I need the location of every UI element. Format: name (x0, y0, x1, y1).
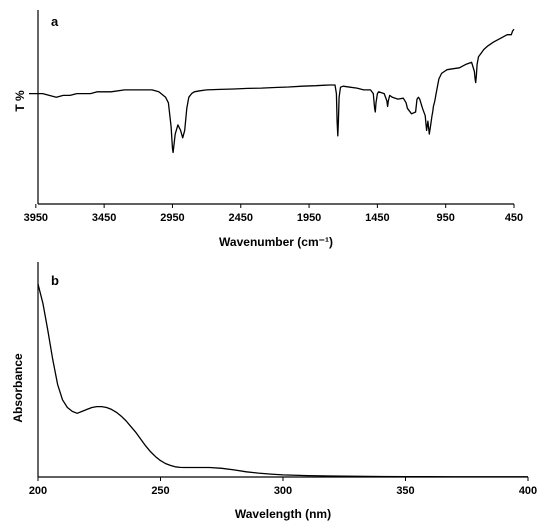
panel-a-x-tick-label: 2450 (229, 212, 253, 224)
panel-b-y-axis-label: Absorbance (11, 353, 25, 423)
panel-b-x-tick-label: 250 (151, 485, 169, 497)
panel-a-ir-spectrum-line (29, 28, 515, 154)
panel-a-x-axis-label: Wavenumber (cm⁻¹) (219, 235, 333, 249)
panel-b-x-tick-label: 400 (519, 485, 537, 497)
panel-b-chart: b 200 250 300 350 400 Wavelength (nm) Absorb… (11, 262, 537, 521)
panel-a-label: a (51, 14, 59, 29)
panel-b-x-tick-label: 350 (396, 485, 414, 497)
panel-b-x-ticks: 200 250 300 350 400 (29, 477, 537, 497)
panel-a-x-tick-label: 1950 (297, 212, 321, 224)
panel-a-x-tick-label: 3450 (92, 212, 116, 224)
panel-a-y-axis-label: T % (13, 90, 27, 112)
panel-b-x-tick-label: 300 (274, 485, 292, 497)
panel-b-label: b (51, 273, 59, 288)
panel-a-x-tick-label: 2950 (160, 212, 184, 224)
panel-a-x-ticks: 3950 3450 2950 2450 1950 1450 950 450 (24, 204, 523, 224)
panel-a-x-tick-label: 450 (505, 212, 523, 224)
panel-a-x-tick-label: 950 (437, 212, 455, 224)
panel-b-x-axis-label: Wavelength (nm) (235, 507, 331, 521)
panel-a-x-tick-label: 1450 (365, 212, 389, 224)
panel-b-uv-spectrum-line (37, 283, 528, 478)
panel-b-x-tick-label: 200 (29, 485, 47, 497)
panel-a-chart: a 3950 3450 2950 2450 1950 1450 950 450 Wavenum… (13, 10, 523, 249)
panel-a-x-tick-label: 3950 (24, 212, 48, 224)
